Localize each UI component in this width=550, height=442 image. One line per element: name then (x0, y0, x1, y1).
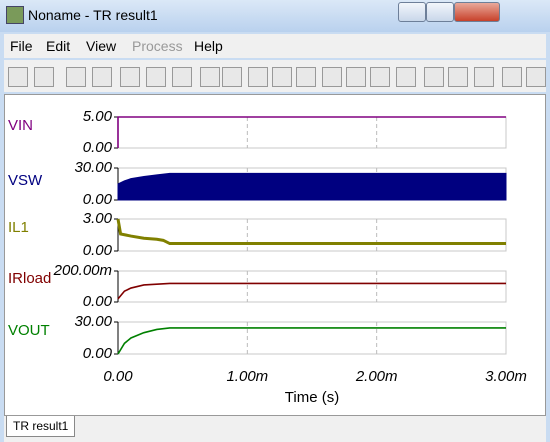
toolbar-button[interactable] (272, 67, 292, 87)
toolbar-button[interactable] (222, 67, 242, 87)
waveform (117, 116, 506, 148)
menu-item: Process (132, 38, 183, 54)
menu-item[interactable]: View (86, 38, 117, 54)
toolbar-button[interactable] (424, 67, 444, 87)
y-tick-label: 0.00 (83, 139, 113, 156)
toolbar-button[interactable] (146, 67, 166, 87)
y-tick-label: 3.00 (83, 210, 113, 227)
toolbar-button[interactable] (396, 67, 416, 87)
x-tick-label: 3.00m (485, 368, 527, 385)
menu-item[interactable]: File (10, 38, 33, 54)
tab-strip: TR result1 (4, 416, 546, 442)
toolbar-button[interactable] (322, 67, 342, 87)
series-label: IL1 (8, 219, 29, 236)
toolbar-button[interactable] (8, 67, 28, 87)
series-label: VSW (8, 172, 43, 189)
toolbar-button[interactable] (34, 67, 54, 87)
plot-frame (117, 270, 507, 303)
title-bar: Noname - TR result1 (0, 0, 550, 32)
menu-item[interactable]: Help (194, 38, 223, 54)
toolbar-button[interactable] (296, 67, 316, 87)
waveform-area (117, 172, 507, 201)
y-tick-label: 30.00 (74, 159, 112, 176)
toolbar (4, 60, 546, 92)
toolbar-button[interactable] (370, 67, 390, 87)
plot-frame (117, 218, 507, 252)
waveform (116, 218, 506, 246)
plot-frame (117, 321, 507, 355)
toolbar-button[interactable] (200, 67, 220, 87)
x-tick-label: 2.00m (355, 368, 398, 385)
toolbar-button[interactable] (346, 67, 366, 87)
maximize-button[interactable] (426, 2, 454, 22)
toolbar-button[interactable] (120, 67, 140, 87)
y-tick-label: 0.00 (83, 293, 113, 310)
y-tick-label: 0.00 (83, 242, 113, 259)
menu-item[interactable]: Edit (46, 38, 71, 54)
toolbar-button[interactable] (66, 67, 86, 87)
x-tick-label: 0.00 (103, 368, 133, 385)
toolbar-button[interactable] (92, 67, 112, 87)
x-tick-label: 1.00m (226, 368, 268, 385)
y-tick-label: 5.00 (83, 108, 113, 125)
toolbar-button[interactable] (474, 67, 494, 87)
y-tick-label: 0.00 (83, 191, 113, 208)
series-label: VOUT (8, 322, 50, 339)
series-label: VIN (8, 117, 33, 134)
waveform (117, 327, 506, 355)
series-label: IRload (8, 270, 51, 287)
toolbar-button[interactable] (248, 67, 268, 87)
toolbar-button[interactable] (448, 67, 468, 87)
toolbar-button[interactable] (502, 67, 522, 87)
menu-bar: File Edit View Process Help (4, 34, 546, 58)
waveform (117, 282, 506, 300)
y-tick-label: 30.00 (74, 313, 112, 330)
y-tick-label: 0.00 (83, 345, 113, 362)
plot-frame (117, 116, 507, 149)
y-tick-label: 200.00m (53, 262, 112, 279)
app-icon (6, 6, 24, 24)
minimize-button[interactable] (398, 2, 426, 22)
toolbar-button[interactable] (172, 67, 192, 87)
close-button[interactable] (454, 2, 500, 22)
toolbar-button[interactable] (526, 67, 546, 87)
window-title: Noname - TR result1 (28, 7, 158, 23)
x-axis-label: Time (s) (285, 389, 339, 406)
tab[interactable]: TR result1 (6, 416, 76, 437)
